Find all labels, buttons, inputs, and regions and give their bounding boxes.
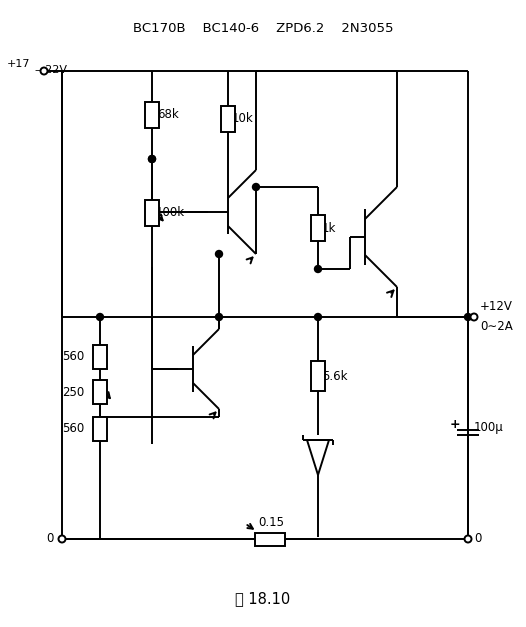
Text: 图 18.10: 图 18.10 bbox=[235, 591, 291, 606]
Text: 68k: 68k bbox=[157, 108, 179, 122]
Bar bbox=[311, 215, 325, 241]
Circle shape bbox=[464, 535, 471, 542]
Circle shape bbox=[315, 314, 321, 320]
Bar bbox=[145, 102, 159, 128]
Circle shape bbox=[216, 251, 222, 258]
Text: 0: 0 bbox=[46, 532, 53, 544]
Circle shape bbox=[148, 155, 156, 162]
Text: 0∼2A: 0∼2A bbox=[480, 320, 513, 332]
Bar bbox=[221, 106, 235, 132]
Text: +17: +17 bbox=[7, 59, 31, 69]
Circle shape bbox=[470, 314, 478, 320]
Text: —22V: —22V bbox=[34, 65, 67, 75]
Bar bbox=[93, 417, 107, 441]
Bar bbox=[145, 200, 159, 226]
Text: 560: 560 bbox=[62, 350, 84, 364]
Bar bbox=[311, 361, 325, 391]
Circle shape bbox=[41, 68, 47, 75]
Circle shape bbox=[58, 535, 66, 542]
Text: +12V: +12V bbox=[480, 300, 513, 312]
Text: 560: 560 bbox=[62, 423, 84, 436]
Text: 100μ: 100μ bbox=[474, 421, 504, 435]
Text: +: + bbox=[450, 418, 461, 431]
Bar bbox=[93, 345, 107, 369]
Bar bbox=[93, 380, 107, 404]
Circle shape bbox=[252, 184, 259, 191]
Text: 100k: 100k bbox=[156, 206, 185, 219]
Text: 1k: 1k bbox=[322, 221, 336, 234]
Text: 10k: 10k bbox=[232, 112, 254, 125]
Text: 0: 0 bbox=[474, 532, 481, 544]
Text: BC170B    BC140-6    ZPD6.2    2N3055: BC170B BC140-6 ZPD6.2 2N3055 bbox=[133, 23, 393, 36]
Circle shape bbox=[216, 314, 222, 320]
Bar bbox=[255, 532, 285, 545]
Circle shape bbox=[464, 314, 471, 320]
Circle shape bbox=[148, 155, 156, 162]
Circle shape bbox=[96, 314, 104, 320]
Circle shape bbox=[315, 265, 321, 273]
Text: 250: 250 bbox=[62, 386, 84, 399]
Text: 5.6k: 5.6k bbox=[322, 369, 348, 382]
Text: 0.15: 0.15 bbox=[258, 515, 284, 529]
